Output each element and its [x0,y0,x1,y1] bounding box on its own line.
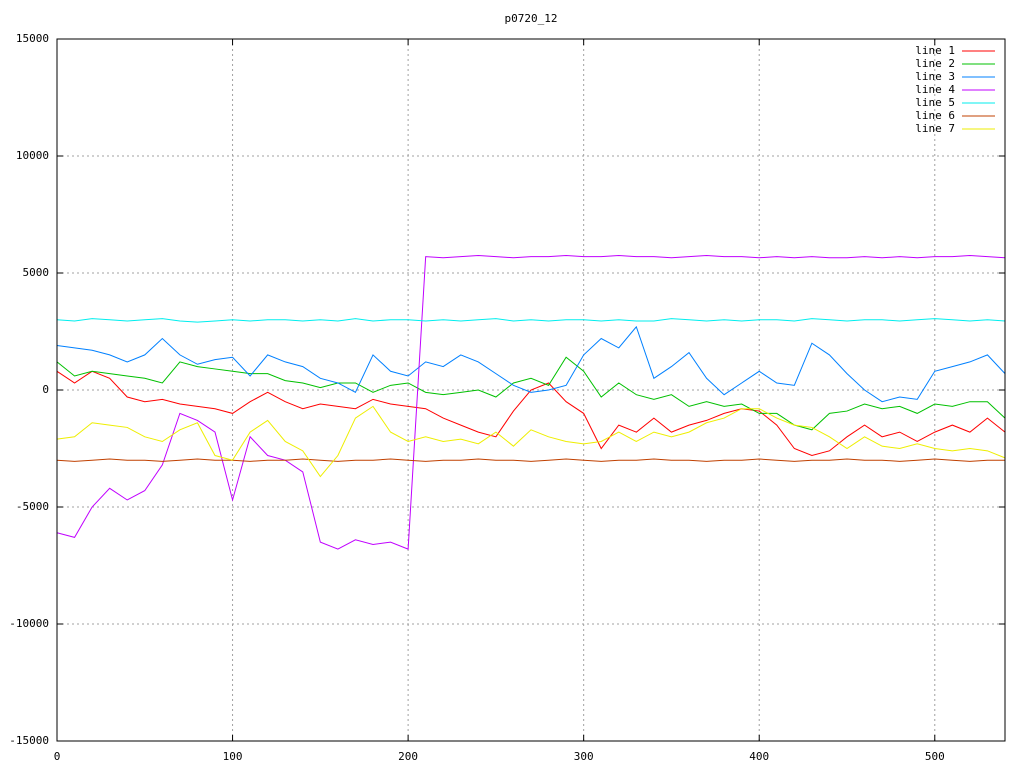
y-tick-label: -10000 [9,617,49,630]
legend-label: line 2 [915,57,955,70]
series-line [56,254,1006,550]
series-line [56,370,1006,457]
plot-border [56,38,1006,742]
legend-label: line 3 [915,70,955,83]
series-line [56,318,1006,323]
x-tick-label: 300 [574,750,594,763]
y-tick-label: 5000 [23,266,50,279]
legend-label: line 6 [915,109,955,122]
series-line [56,405,1006,478]
y-tick-label: 15000 [16,32,49,45]
y-tick-label: 0 [42,383,49,396]
y-tick-label: -5000 [16,500,49,513]
x-tick-label: 200 [398,750,418,763]
x-tick-label: 500 [925,750,945,763]
y-tick-label: -15000 [9,734,49,747]
legend-label: line 5 [915,96,955,109]
legend-label: line 1 [915,44,955,57]
legend-label: line 4 [915,83,955,96]
series-line [56,458,1005,462]
y-tick-label: 10000 [16,149,49,162]
legend-label: line 7 [915,122,955,135]
x-tick-label: 400 [749,750,769,763]
series-line [56,356,1006,431]
x-tick-label: 100 [223,750,243,763]
chart-title: p0720_12 [505,12,558,25]
series-line [56,325,1006,403]
x-tick-label: 0 [54,750,61,763]
